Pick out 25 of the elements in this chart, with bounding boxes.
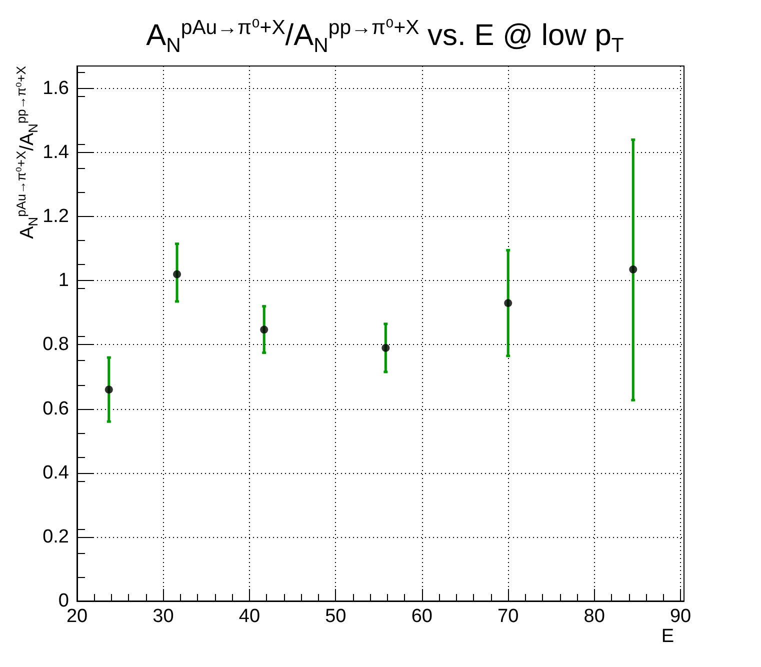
- y-tick-label: 1: [58, 270, 69, 292]
- point: [504, 299, 512, 308]
- y-tick-label: 0.4: [42, 462, 70, 484]
- y-tick-label: 0.8: [42, 334, 69, 356]
- y-tick-label: 1.2: [42, 206, 69, 228]
- point: [104, 386, 113, 394]
- chart-title: A$_{N}$$^{pAu→π⁰+X}$/A$_{N}$$^{pp→π⁰+X}$ vs. E @ low p$_{T}$: [146, 17, 624, 57]
- x-tick-label: 70: [498, 606, 519, 627]
- x-tick-label: 90: [670, 606, 692, 627]
- x-axis-title: E: [661, 626, 674, 647]
- x-tick-label: 60: [411, 606, 432, 627]
- y-tick-label: 0.6: [42, 398, 69, 420]
- point: [382, 344, 390, 352]
- x-tick-label: 80: [584, 606, 605, 627]
- x-tick-label: 20: [66, 606, 88, 627]
- point: [173, 270, 182, 278]
- x-tick-label: 30: [152, 606, 174, 627]
- point: [629, 265, 638, 274]
- x-tick-label: 50: [325, 606, 346, 627]
- point: [260, 326, 268, 334]
- y-tick-label: 1.4: [42, 142, 70, 163]
- y-tick-label: 0.2: [42, 526, 69, 548]
- y-tick-label: 0: [58, 590, 69, 612]
- y-tick-label: 1.6: [42, 78, 69, 99]
- x-tick-label: 40: [238, 606, 260, 627]
